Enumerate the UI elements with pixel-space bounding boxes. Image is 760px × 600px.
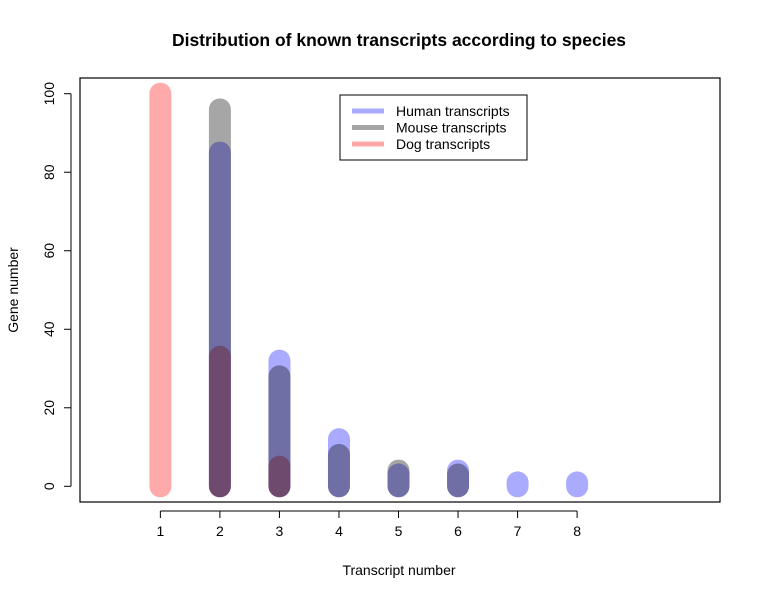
legend-label-human: Human transcripts — [396, 103, 510, 119]
y-tick-label-80: 80 — [41, 164, 57, 180]
legend-label-mouse: Mouse transcripts — [396, 120, 506, 136]
y-tick-label-100: 100 — [41, 82, 57, 106]
x-axis-title: Transcript number — [342, 562, 455, 578]
y-tick-label-20: 20 — [41, 400, 57, 416]
x-tick-label-5: 5 — [395, 523, 403, 539]
data-bars — [149, 82, 589, 498]
x-tick-label-2: 2 — [216, 523, 224, 539]
y-tick-label-40: 40 — [41, 321, 57, 337]
legend-label-dog: Dog transcripts — [396, 136, 490, 152]
x-tick-label-1: 1 — [156, 523, 164, 539]
x-tick-label-6: 6 — [454, 523, 462, 539]
chart-title: Distribution of known transcripts accord… — [172, 30, 626, 50]
y-axis-title: Gene number — [5, 247, 21, 333]
x-tick-label-8: 8 — [573, 523, 581, 539]
x-tick-label-7: 7 — [514, 523, 522, 539]
x-axis: 1 2 3 4 5 6 7 8 — [156, 510, 581, 539]
x-tick-label-3: 3 — [276, 523, 284, 539]
y-tick-label-60: 60 — [41, 243, 57, 259]
y-tick-label-0: 0 — [41, 482, 57, 490]
x-tick-label-4: 4 — [335, 523, 343, 539]
y-axis: 0 20 40 60 80 100 — [41, 82, 72, 490]
plot-area-frame — [79, 77, 721, 503]
